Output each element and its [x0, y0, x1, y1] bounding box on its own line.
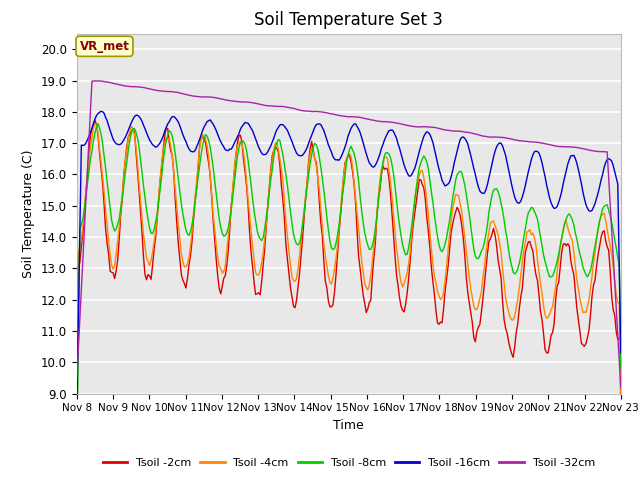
X-axis label: Time: Time — [333, 419, 364, 432]
Legend: Tsoil -2cm, Tsoil -4cm, Tsoil -8cm, Tsoil -16cm, Tsoil -32cm: Tsoil -2cm, Tsoil -4cm, Tsoil -8cm, Tsoi… — [98, 453, 600, 472]
Text: VR_met: VR_met — [79, 40, 129, 53]
Y-axis label: Soil Temperature (C): Soil Temperature (C) — [22, 149, 35, 278]
Title: Soil Temperature Set 3: Soil Temperature Set 3 — [254, 11, 444, 29]
